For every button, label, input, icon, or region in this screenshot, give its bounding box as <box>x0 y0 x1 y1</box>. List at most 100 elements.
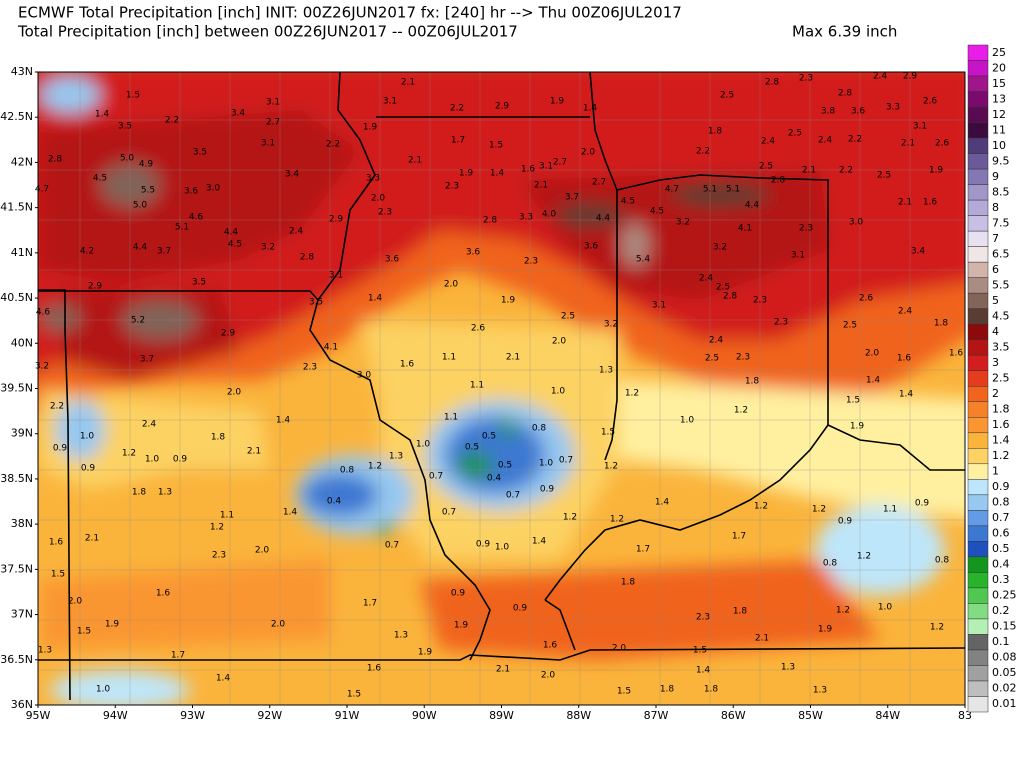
colorbar-label: 1.4 <box>992 434 1010 447</box>
precip-value-label: 1.4 <box>696 666 711 676</box>
precip-value-label: 4.7 <box>665 185 679 195</box>
precip-value-label: 2.3 <box>799 74 813 84</box>
colorbar-swatch <box>967 246 989 263</box>
precip-value-label: 1.6 <box>897 354 912 364</box>
longitude-label: 92W <box>257 709 282 722</box>
latitude-label: 36.5N <box>0 653 33 666</box>
precip-value-label: 1.2 <box>610 515 624 525</box>
colorbar-swatch <box>967 60 989 77</box>
precip-value-label: 3.7 <box>565 193 579 203</box>
latitude-label: 42.5N <box>0 110 33 123</box>
precip-value-label: 0.9 <box>451 589 466 599</box>
longitude-label: 94W <box>103 709 128 722</box>
precip-value-label: 5.5 <box>141 186 155 196</box>
precip-value-label: 4.4 <box>224 228 239 238</box>
precip-value-label: 2.1 <box>496 665 510 675</box>
colorbar-swatch <box>967 448 989 465</box>
precip-value-label: 2.4 <box>709 336 724 346</box>
precip-value-label: 2.3 <box>445 182 459 192</box>
precip-value-label: 2.1 <box>401 78 415 88</box>
precip-value-label: 3.2 <box>676 218 690 228</box>
precip-value-label: 4.4 <box>745 201 760 211</box>
precip-value-label: 1.4 <box>216 674 231 684</box>
state-borders <box>38 72 965 701</box>
precip-value-label: 3.0 <box>206 184 221 194</box>
precip-value-label: 2.6 <box>935 139 950 149</box>
precip-value-label: 1.9 <box>454 621 469 631</box>
precip-value-label: 0.9 <box>476 540 491 550</box>
latitude-label: 42N <box>11 155 33 168</box>
precip-value-label: 2.4 <box>699 274 714 284</box>
precip-value-label: 2.1 <box>247 447 261 457</box>
precip-value-label: 1.8 <box>660 685 675 695</box>
precip-value-label: 2.5 <box>720 91 734 101</box>
precip-value-label: 2.8 <box>838 89 853 99</box>
colorbar-swatch <box>967 618 989 635</box>
precip-value-label: 3.2 <box>713 243 727 253</box>
precip-value-label: 1.2 <box>930 623 944 633</box>
colorbar-swatch <box>967 649 989 666</box>
colorbar-label: 3 <box>992 356 999 369</box>
precip-value-label: 3.6 <box>184 187 199 197</box>
precip-value-label: 1.6 <box>367 664 382 674</box>
precip-value-label: 2.8 <box>300 253 315 263</box>
precip-value-label: 5.1 <box>726 185 740 195</box>
precip-value-label: 2.3 <box>774 318 788 328</box>
longitude-label: 85W <box>798 709 823 722</box>
colorbar-label: 3.5 <box>992 340 1010 353</box>
latitude-label: 37N <box>11 608 33 621</box>
precip-value-label: 4.5 <box>228 240 242 250</box>
colorbar-swatch <box>967 494 989 511</box>
precip-value-label: 1.6 <box>949 349 964 359</box>
precip-value-label: 5.2 <box>131 316 145 326</box>
precip-value-label: 5.4 <box>636 255 651 265</box>
precip-value-label: 0.7 <box>559 456 573 466</box>
precip-value-label: 3.1 <box>652 301 666 311</box>
colorbar-swatch <box>967 323 989 340</box>
precip-value-label: 3.0 <box>849 218 864 228</box>
precip-value-label: 2.3 <box>212 551 226 561</box>
precip-value-label: 1.5 <box>489 141 503 151</box>
precip-value-label: 1.4 <box>490 169 505 179</box>
colorbar-swatch <box>967 168 989 185</box>
colorbar-label: 25 <box>992 46 1006 59</box>
precip-value-label: 1.8 <box>708 127 723 137</box>
precip-value-label: 1.3 <box>394 631 408 641</box>
precip-value-label: 1.9 <box>363 123 378 133</box>
precip-value-label: 1.9 <box>929 166 944 176</box>
precip-value-label: 2.1 <box>408 156 422 166</box>
precip-value-label: 1.9 <box>550 97 565 107</box>
precip-value-label: 1.5 <box>693 646 707 656</box>
precip-value-label: 1.2 <box>210 523 224 533</box>
precip-value-label: 2.5 <box>705 354 719 364</box>
precip-value-label: 3.1 <box>266 98 280 108</box>
precip-value-label: 2.5 <box>843 321 857 331</box>
precip-value-label: 0.9 <box>173 455 188 465</box>
precip-value-label: 4.5 <box>621 197 635 207</box>
precip-value-label: 1.7 <box>171 651 185 661</box>
colorbar-label: 7.5 <box>992 216 1010 229</box>
precip-value-label: 1.4 <box>583 104 598 114</box>
precip-value-label: 1.2 <box>754 502 768 512</box>
precip-value-label: 2.8 <box>48 155 63 165</box>
precip-value-label: 4.5 <box>650 207 664 217</box>
precip-value-label: 1.9 <box>850 422 865 432</box>
precip-value-label: 3.1 <box>791 251 805 261</box>
precip-value-label: 1.4 <box>283 508 298 518</box>
precip-value-label: 4.7 <box>35 185 49 195</box>
max-value: Max 6.39 inch <box>792 23 897 41</box>
precip-value-label: 1.4 <box>655 498 670 508</box>
precip-value-label: 1.9 <box>105 620 120 630</box>
colorbar-label: 20 <box>992 61 1006 74</box>
precip-value-label: 1.0 <box>80 432 95 442</box>
precip-value-label: 1.8 <box>733 607 748 617</box>
colorbar-label: 1.8 <box>992 403 1010 416</box>
longitude-label: 91W <box>335 709 360 722</box>
colorbar-swatch <box>967 696 989 713</box>
precip-value-label: 1.2 <box>625 389 639 399</box>
precip-value-label: 3.7 <box>140 355 154 365</box>
precip-value-label: 1.1 <box>883 505 897 515</box>
precip-value-label: 1.5 <box>51 570 65 580</box>
precip-value-label: 2.4 <box>761 137 776 147</box>
longitude-label: 89W <box>489 709 514 722</box>
